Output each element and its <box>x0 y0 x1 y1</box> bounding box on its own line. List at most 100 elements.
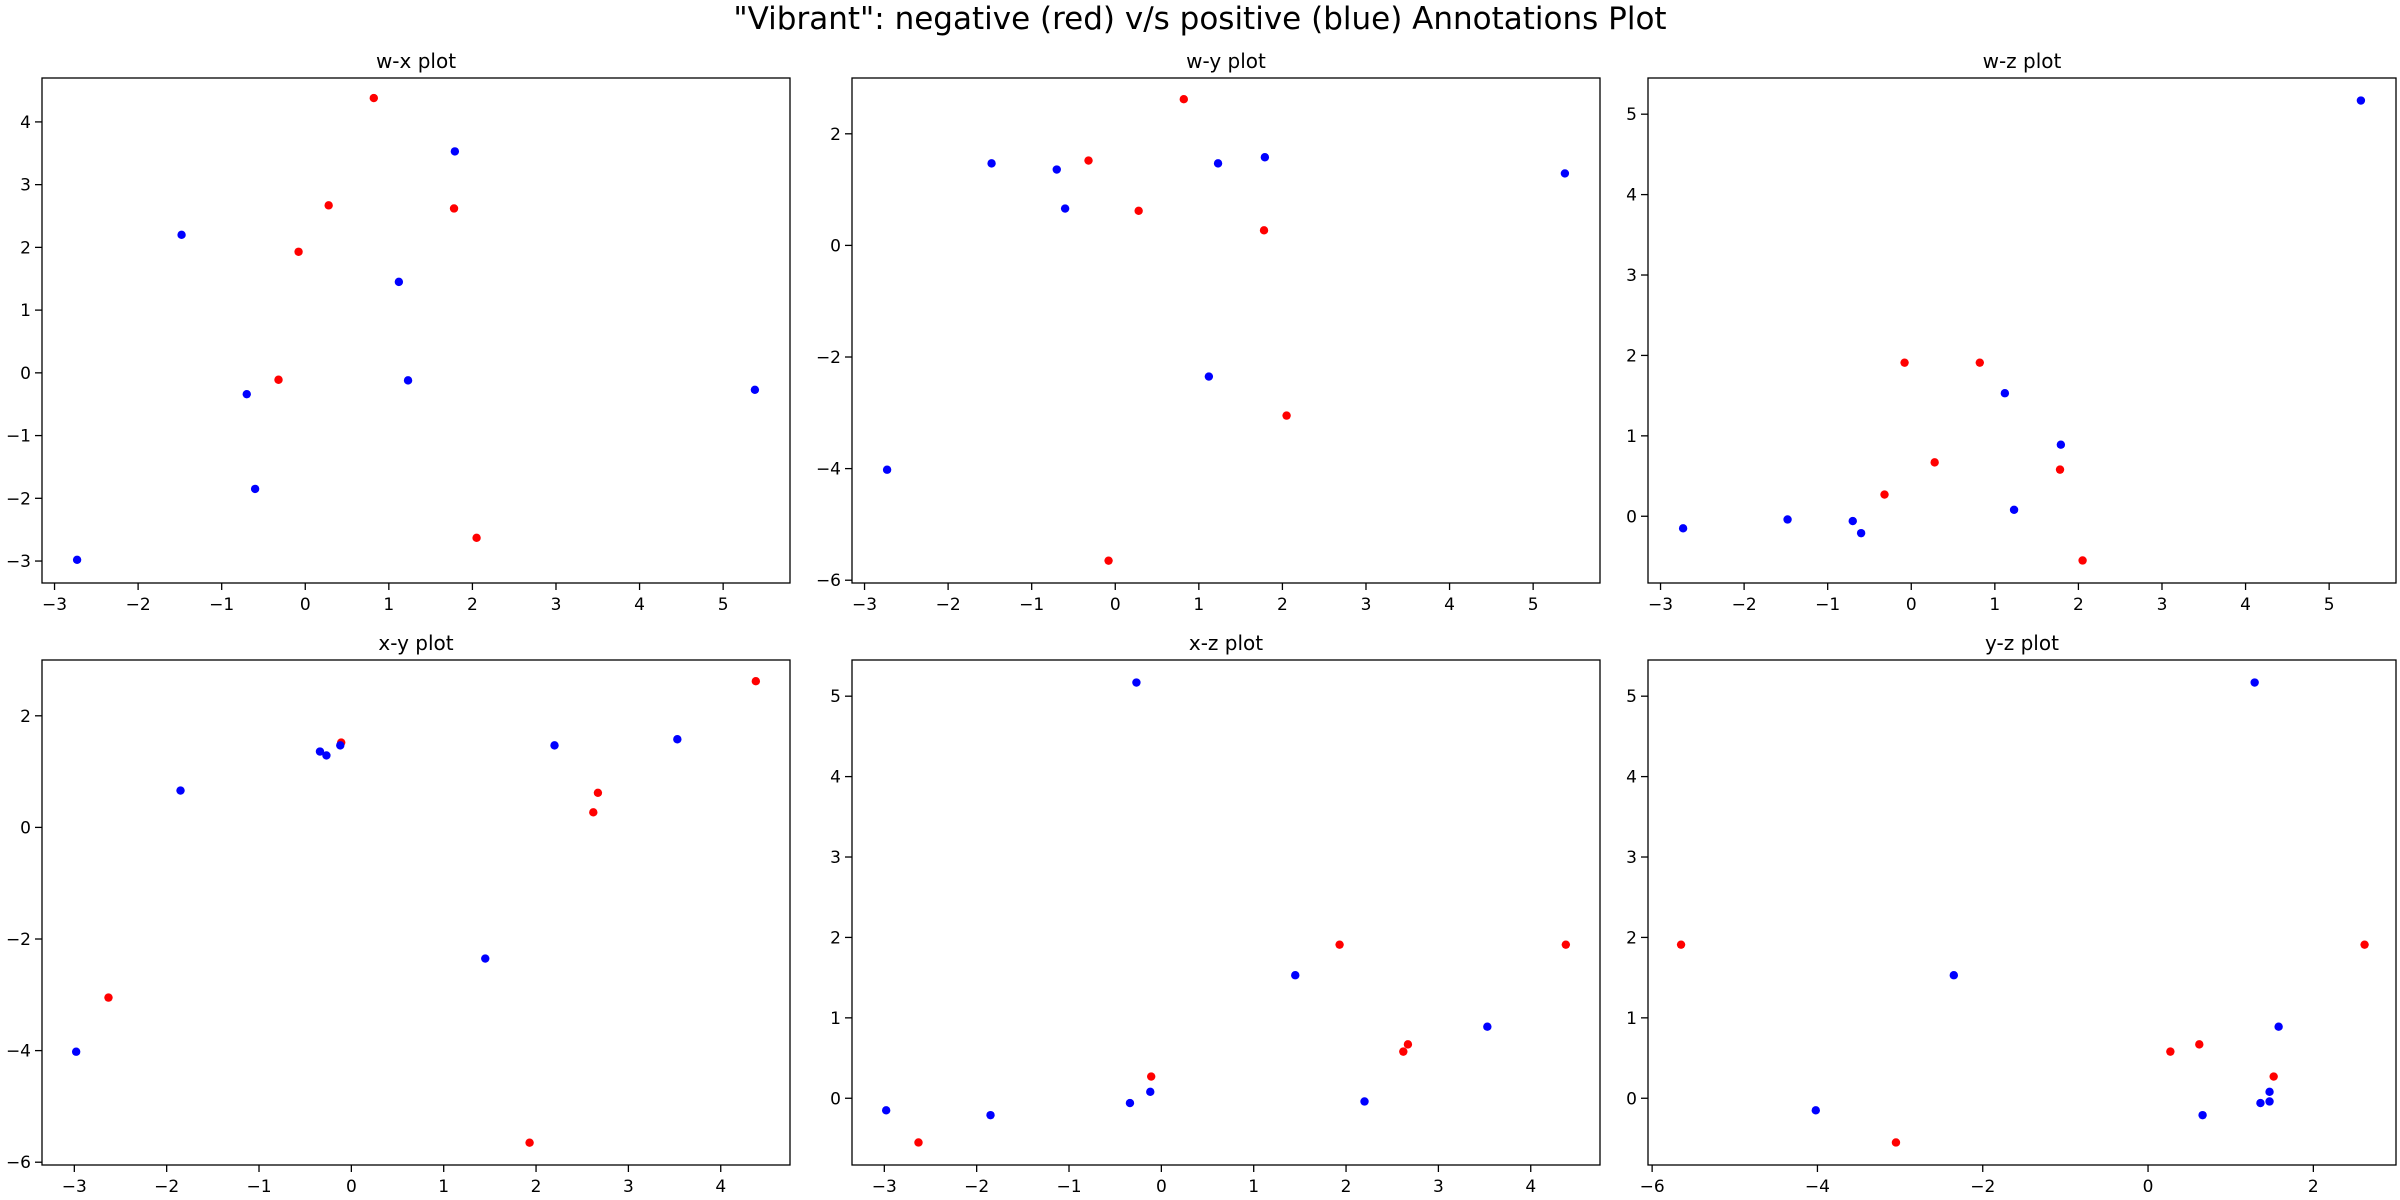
y-tick-label: −3 <box>6 552 31 572</box>
positive-point <box>322 751 331 760</box>
x-tick-label: −3 <box>42 595 67 615</box>
y-tick-label: 2 <box>20 238 31 258</box>
negative-point <box>1104 556 1113 565</box>
y-tick-label: 3 <box>1626 848 1637 868</box>
x-tick-label: 4 <box>1525 1177 1536 1197</box>
positive-point <box>1783 515 1792 524</box>
axes-frame <box>1647 77 2397 584</box>
subplot-title: x-y plot <box>378 631 453 655</box>
y-tick-label: −2 <box>6 489 31 509</box>
y-tick-label: 3 <box>830 848 841 868</box>
y-tick-label: 3 <box>20 176 31 196</box>
y-tick-label: 4 <box>20 113 31 133</box>
negative-point <box>525 1138 534 1147</box>
y-tick-label: −6 <box>6 1153 31 1173</box>
negative-point <box>1259 226 1269 235</box>
subplot-4: x-y plot −3 −2 −1 0 1 2 3 4 −6 −4 −2 0 2 <box>6 631 791 1197</box>
x-tick-label: 5 <box>1528 595 1539 615</box>
positive-point <box>986 1110 995 1120</box>
negative-point <box>1975 358 1984 367</box>
y-tick-label: 1 <box>1626 1009 1637 1029</box>
y-tick-label: 5 <box>830 687 841 707</box>
x-tick-label: 2 <box>2073 595 2084 615</box>
y-tick-label: 0 <box>1626 1089 1637 1109</box>
x-tick-label: 4 <box>715 1177 726 1197</box>
positive-point <box>1560 169 1570 178</box>
y-tick-label: −2 <box>816 348 841 368</box>
positive-point <box>2250 678 2259 687</box>
negative-point <box>1930 458 1939 467</box>
negative-point <box>1282 411 1291 420</box>
positive-point <box>177 230 186 240</box>
negative-point <box>449 204 459 213</box>
y-tick-label: 0 <box>830 236 841 256</box>
x-tick-label: 0 <box>1906 595 1917 615</box>
positive-point <box>1811 1106 1820 1115</box>
x-tick-label: −1 <box>1815 595 1840 615</box>
x-tick-label: 2 <box>1341 1177 1352 1197</box>
subplot-title: y-z plot <box>1985 631 2059 655</box>
subplot-title: w-y plot <box>1186 49 1266 73</box>
x-tick-label: 1 <box>438 1177 449 1197</box>
negative-point <box>1900 358 1909 367</box>
positive-point <box>1213 159 1223 168</box>
positive-point <box>336 741 345 750</box>
x-tick-label: 4 <box>634 595 645 615</box>
x-tick-label: 4 <box>2240 595 2251 615</box>
positive-point <box>750 385 760 394</box>
x-tick-label: −2 <box>154 1177 179 1197</box>
positive-point <box>1949 971 1959 980</box>
x-tick-label: −2 <box>964 1177 989 1197</box>
x-tick-label: −3 <box>62 1177 87 1197</box>
positive-point <box>2356 96 2366 105</box>
y-tick-label: 2 <box>830 125 841 145</box>
subplot-title: x-z plot <box>1189 631 1263 655</box>
positive-point <box>481 954 490 963</box>
y-tick-label: 4 <box>830 768 841 788</box>
y-tick-label: 2 <box>1626 928 1637 948</box>
x-tick-label: −3 <box>852 595 877 615</box>
negative-point <box>593 788 603 798</box>
negative-point <box>2360 940 2369 949</box>
positive-point <box>71 1047 81 1056</box>
y-tick-label: −4 <box>6 1042 31 1062</box>
negative-point <box>1561 940 1571 949</box>
y-tick-label: −4 <box>816 460 841 480</box>
negative-point <box>2195 1040 2204 1049</box>
positive-point <box>1360 1097 1369 1106</box>
positive-point <box>1291 971 1300 980</box>
y-tick-label: −6 <box>816 571 841 591</box>
subplot-1: w-x plot −3 −2 −1 0 1 2 3 4 5 −3 −2 −1 0 1 2 3 4 <box>6 49 791 615</box>
positive-point <box>2256 1098 2265 1108</box>
negative-point <box>1403 1040 1413 1049</box>
y-tick-label: 1 <box>830 1009 841 1029</box>
negative-point <box>1399 1047 1408 1056</box>
negative-point <box>2166 1047 2175 1056</box>
x-tick-label: 1 <box>1989 595 2000 615</box>
negative-point <box>294 247 303 256</box>
x-tick-label: 3 <box>623 1177 634 1197</box>
y-tick-label: 4 <box>1626 186 1637 206</box>
negative-point <box>1880 490 1889 499</box>
axes-frame <box>1647 659 2397 1166</box>
x-tick-label: −1 <box>209 595 234 615</box>
x-tick-label: −4 <box>1805 1177 1830 1197</box>
x-tick-label: 5 <box>2324 595 2335 615</box>
positive-point <box>2000 389 2010 398</box>
x-tick-label: 3 <box>1433 1177 1444 1197</box>
y-tick-label: 2 <box>20 707 31 727</box>
negative-point <box>472 533 481 543</box>
positive-point <box>882 465 892 474</box>
negative-point <box>274 375 283 384</box>
x-tick-label: −2 <box>936 595 961 615</box>
y-tick-label: 2 <box>1626 346 1637 366</box>
x-tick-label: 0 <box>346 1177 357 1197</box>
x-tick-label: 0 <box>1156 1177 1167 1197</box>
x-tick-label: 2 <box>467 595 478 615</box>
positive-point <box>673 735 682 744</box>
positive-point <box>403 376 413 385</box>
x-tick-label: 0 <box>300 595 311 615</box>
negative-point <box>751 677 761 686</box>
x-tick-label: 2 <box>531 1177 542 1197</box>
